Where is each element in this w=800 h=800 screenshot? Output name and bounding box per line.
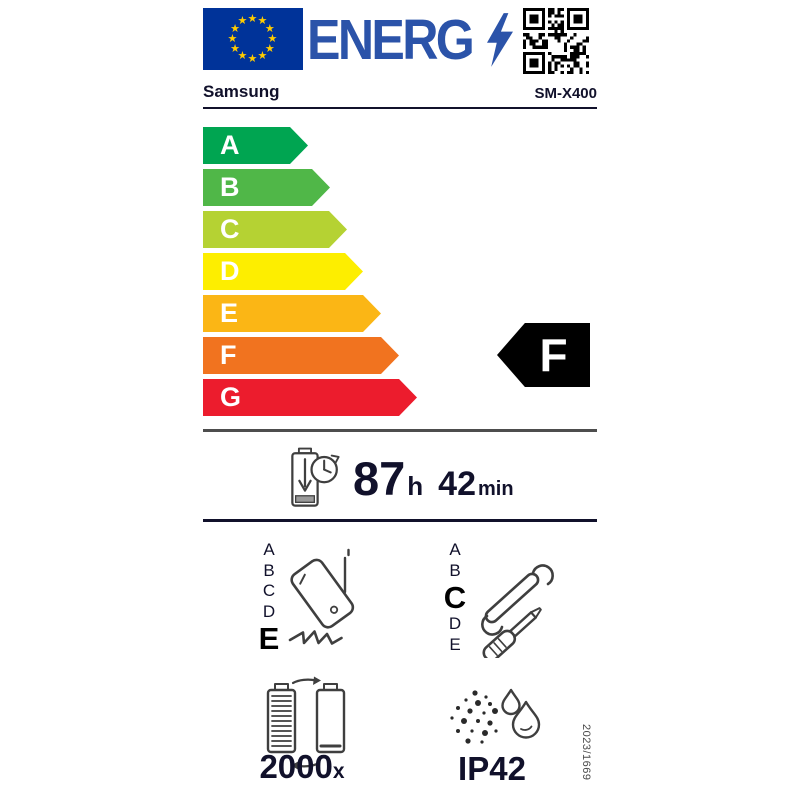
falling-phone-icon [288, 548, 355, 645]
rated-class-letter: F [539, 329, 568, 381]
divider [203, 429, 597, 432]
repairability-rating-scale: A B C D E [443, 540, 467, 655]
class-letter: F [220, 340, 237, 370]
repair-tools-icon [481, 564, 554, 658]
cycles-unit: x [332, 760, 345, 783]
battery-clock-icon [291, 447, 340, 507]
eu-star-icon: ★ [230, 42, 241, 55]
eu-star-icon: ★ [264, 22, 275, 35]
eu-star-icon: ★ [237, 15, 248, 28]
class-letter: C [220, 214, 240, 244]
supplier-row: Samsung SM-X400 [203, 82, 597, 109]
energy-label: ★ ★ ★ ★ ★ ★ ★ ★ ★ ★ ★ ★ ENERG Samsung SM-X400 A B C… [203, 8, 597, 798]
energy-class-arrow-c: C [203, 211, 347, 248]
energy-class-arrow-b: B [203, 169, 330, 206]
rating-letter: D [448, 614, 462, 633]
battery-hours-unit: h [407, 470, 424, 501]
eu-flag: ★ ★ ★ ★ ★ ★ ★ ★ ★ ★ ★ ★ [203, 8, 303, 70]
rating-letter-selected: C [443, 580, 467, 615]
class-letter: G [220, 382, 242, 412]
class-letter: B [220, 172, 240, 202]
qr-code [523, 8, 589, 74]
lightning-bolt-icon [486, 13, 513, 67]
class-letter: E [220, 298, 239, 328]
rating-letter: A [263, 540, 275, 559]
battery-hours: 87 [353, 451, 406, 505]
rating-letter: C [262, 581, 276, 600]
eu-star-icon: ★ [257, 15, 268, 28]
battery-minutes-unit: min [478, 477, 514, 500]
class-letter: D [220, 256, 240, 286]
eu-star-icon: ★ [267, 32, 278, 45]
regulation-number: 2023/1669 [580, 724, 592, 781]
battery-minutes: 42 [438, 464, 476, 503]
rating-letter: A [449, 540, 461, 559]
energy-class-arrow-d: D [203, 253, 363, 290]
eu-star-icon: ★ [237, 49, 248, 62]
energy-class-arrow-e: E [203, 295, 381, 332]
eu-star-icon: ★ [257, 49, 268, 62]
eu-star-icon: ★ [247, 52, 258, 65]
energy-class-arrow-a: A [203, 127, 308, 164]
energ-logo-text: ENERG [307, 8, 475, 72]
cycles-number: 2000 [259, 748, 333, 785]
battery-life-section: 87 h 42 min [283, 442, 514, 514]
rating-letter-selected: E [258, 621, 280, 656]
free-fall-rating-scale: A B C D E [257, 540, 281, 655]
eu-star-icon: ★ [230, 22, 241, 35]
battery-cycle-icon [266, 676, 346, 770]
energ-logo: ENERG [307, 8, 513, 72]
battery-cycles-value: 2000x [217, 748, 387, 786]
eu-star-icon: ★ [247, 12, 258, 25]
eu-star-icon: ★ [227, 32, 238, 45]
rating-letter: B [263, 560, 275, 580]
energy-class-arrow-g: G [203, 379, 417, 416]
battery-life-value: 87 h 42 min [353, 451, 514, 506]
energy-class-scale: A B C D E F G [203, 127, 417, 421]
rating-letter: E [449, 634, 461, 654]
class-letter: A [220, 130, 240, 160]
supplier-name: Samsung [203, 82, 280, 101]
model-number: SM-X400 [534, 85, 597, 102]
eu-star-icon: ★ [264, 42, 275, 55]
ingress-protection-value: IP42 [458, 750, 526, 787]
energy-class-arrow-f: F [203, 337, 399, 374]
rated-class-cursor: F [497, 323, 590, 387]
rating-letter: D [262, 601, 276, 621]
rating-letter: B [449, 560, 461, 580]
dust-water-icon [450, 688, 541, 744]
divider [203, 519, 597, 522]
